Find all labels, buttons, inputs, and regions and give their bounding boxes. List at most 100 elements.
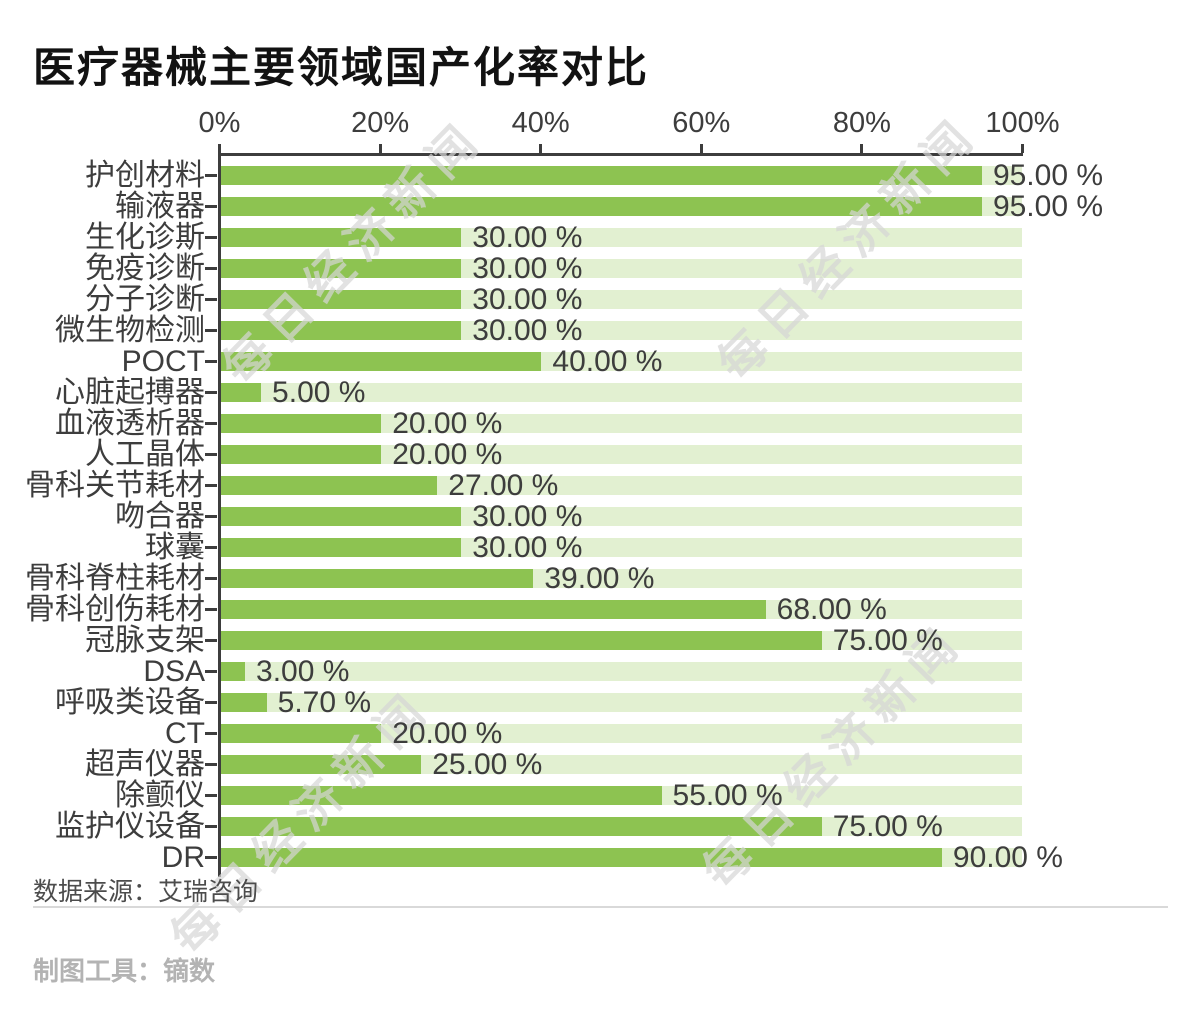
value-label: 68.00 % [776,593,887,626]
x-axis-tick-label: 0% [198,107,241,139]
category-tick-mark [205,825,217,828]
bar [221,259,462,278]
chart-tool-text: 制图工具：镝数 [33,956,216,986]
category-label: 监护仪设备 [55,810,205,843]
value-label: 20.00 % [392,407,503,440]
bar [221,538,462,557]
value-label: 30.00 % [472,314,583,347]
bar [221,848,942,867]
category-label: 骨科创伤耗材 [25,593,205,626]
bar [221,166,982,185]
category-label: 冠脉支架 [85,624,205,657]
value-label: 30.00 % [472,221,583,254]
x-axis-tick-mark [378,144,382,153]
value-label: 90.00 % [952,841,1063,874]
category-label: 心脏起搏器 [55,376,205,409]
category-label: 输液器 [115,190,205,223]
bar-track [221,662,1022,681]
category-label: 球囊 [145,531,205,564]
category-tick-mark [205,329,217,332]
category-label: POCT [121,345,205,378]
category-label: 除颤仪 [115,779,205,812]
category-label: 吻合器 [115,500,205,533]
value-label: 95.00 % [992,190,1104,223]
value-label: 5.70 % [277,686,372,719]
x-axis-tick-mark [218,144,221,153]
bar [221,817,822,836]
value-label: 30.00 % [472,500,583,533]
value-label: 39.00 % [544,562,655,595]
bar [221,445,382,464]
footer-divider [33,906,1168,908]
category-label: 微生物检测 [55,314,205,347]
category-tick-mark [205,577,217,580]
x-axis-tick-label: 60% [672,107,731,139]
bar [221,724,382,743]
watermark-text: 每日经济新闻 [707,104,990,391]
bar [221,569,534,588]
category-label: 护创材料 [85,159,205,192]
bar [221,321,462,340]
value-label: 95.00 % [992,159,1104,192]
category-label: 分子诊断 [85,283,205,316]
category-tick-mark [205,763,217,766]
bar-track [221,693,1022,712]
bar-track [221,724,1022,743]
value-label: 30.00 % [472,531,583,564]
category-label: 骨科脊柱耗材 [25,562,205,595]
x-axis-tick-label: 80% [832,107,891,139]
bar [221,755,422,774]
chart-title: 医疗器械主要领域国产化率对比 [33,44,650,91]
category-label: DSA [143,655,205,688]
value-label: 27.00 % [448,469,559,502]
bar-track [221,414,1022,433]
value-label: 5.00 % [272,376,366,409]
category-label: DR [161,841,205,874]
value-label: 30.00 % [472,283,583,316]
x-axis-tick-label: 40% [511,107,570,139]
category-label: 血液透析器 [55,407,205,440]
bar-track [221,755,1022,774]
value-label: 30.00 % [472,252,583,285]
bar-track [221,445,1022,464]
bar [221,631,822,650]
x-axis-tick-mark [1021,144,1024,153]
bar [221,290,462,309]
value-label: 40.00 % [552,345,663,378]
category-label: 骨科关节耗材 [25,469,205,502]
x-axis-tick-label: 100% [985,107,1060,139]
value-label: 25.00 % [432,748,543,781]
category-tick-mark [205,360,217,363]
bar [221,600,766,619]
category-tick-mark [205,701,217,704]
bar [221,786,662,805]
bar [221,197,982,216]
bar [221,507,462,526]
x-axis-tick-mark [539,144,543,153]
category-label: 人工晶体 [85,438,205,471]
data-source-text: 数据来源：艾瑞咨询 [33,878,259,906]
category-tick-mark [205,639,217,642]
value-label: 3.00 % [256,655,350,688]
category-tick-mark [205,732,217,735]
category-tick-mark [205,391,217,394]
bar [221,352,542,371]
value-label: 75.00 % [832,810,943,843]
category-tick-mark [205,546,217,549]
value-label: 75.00 % [832,624,943,657]
category-tick-mark [205,205,217,208]
category-tick-mark [205,484,217,487]
bar [221,228,462,247]
category-label: CT [165,717,205,750]
category-tick-mark [205,608,217,611]
bar [221,414,382,433]
bar [221,693,267,712]
category-tick-mark [205,670,217,673]
value-label: 20.00 % [392,438,503,471]
x-axis-line [218,153,1023,156]
category-tick-mark [205,453,217,456]
value-label: 55.00 % [672,779,783,812]
bar [221,476,438,495]
category-tick-mark [205,794,217,797]
